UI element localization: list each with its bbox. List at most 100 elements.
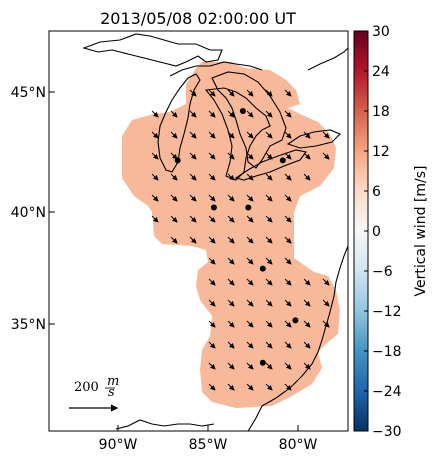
wind-arrow xyxy=(227,383,235,391)
wind-arrow xyxy=(265,152,273,160)
wind-arrow xyxy=(151,110,159,118)
colorbar-tick-label: 6 xyxy=(372,184,381,200)
scale-unit-bottom: s xyxy=(108,385,115,400)
wind-arrow xyxy=(322,131,330,139)
wind-arrow xyxy=(227,173,235,181)
wind-arrow xyxy=(284,173,292,181)
wind-arrow xyxy=(189,89,197,97)
station-marker xyxy=(245,204,252,211)
wind-arrow xyxy=(322,152,330,160)
wind-arrow xyxy=(303,173,311,181)
colorbar-tick-label: 30 xyxy=(372,24,390,40)
wind-arrow xyxy=(151,194,159,202)
wind-arrow xyxy=(246,131,254,139)
wind-arrow xyxy=(322,278,330,286)
wind-arrow xyxy=(208,215,216,223)
wind-arrow xyxy=(170,194,178,202)
wind-arrow xyxy=(303,278,311,286)
wind-arrow xyxy=(227,110,235,118)
wind-arrow xyxy=(265,341,273,349)
wind-arrow xyxy=(227,236,235,244)
x-tick-label: 90°W xyxy=(99,437,138,453)
wind-arrow xyxy=(208,173,216,181)
colorbar-tick-label: −18 xyxy=(372,344,402,360)
wind-arrow xyxy=(284,299,292,307)
wind-arrows xyxy=(151,89,330,391)
wind-arrow xyxy=(265,320,273,328)
wind-arrow xyxy=(265,236,273,244)
wind-arrow xyxy=(189,194,197,202)
wind-arrow xyxy=(246,215,254,223)
y-tick-label: 40°N xyxy=(11,205,46,221)
colorbar-ticks: 30 24 18 12 6 0 −6 −12 −18 −24 −30 xyxy=(364,24,402,440)
lake-huron-outline xyxy=(211,71,287,169)
wind-arrow xyxy=(208,278,216,286)
wind-arrow xyxy=(208,257,216,265)
wind-arrow xyxy=(284,320,292,328)
wind-arrow xyxy=(284,152,292,160)
wind-arrow xyxy=(189,173,197,181)
wind-arrow xyxy=(265,194,273,202)
wind-arrow xyxy=(284,383,292,391)
wind-arrow xyxy=(284,257,292,265)
wind-arrow xyxy=(303,152,311,160)
wind-arrow xyxy=(246,257,254,265)
map-frame xyxy=(48,30,349,432)
scale-reference: 200 m s xyxy=(69,374,119,412)
wind-arrow xyxy=(227,341,235,349)
wind-arrow xyxy=(227,131,235,139)
wind-arrow xyxy=(227,215,235,223)
lake-superior-outline xyxy=(82,33,223,67)
wind-arrow xyxy=(284,89,292,97)
wind-arrow xyxy=(170,173,178,181)
wind-arrow xyxy=(189,131,197,139)
wind-arrow xyxy=(246,194,254,202)
station-marker xyxy=(259,265,266,272)
wind-arrow xyxy=(208,299,216,307)
colorbar-tick-label: 0 xyxy=(372,224,381,240)
wind-arrow xyxy=(246,362,254,370)
colorbar-label: Vertical wind [m/s] xyxy=(413,166,429,297)
wind-arrow xyxy=(189,152,197,160)
wind-arrow xyxy=(208,194,216,202)
wind-arrow xyxy=(227,299,235,307)
wind-arrow xyxy=(303,320,311,328)
wind-arrow xyxy=(246,341,254,349)
colorbar-tick-label: −30 xyxy=(372,424,402,440)
wind-arrow xyxy=(170,110,178,118)
wind-arrow xyxy=(208,236,216,244)
wind-arrow xyxy=(151,173,159,181)
station-marker xyxy=(210,204,217,211)
wind-arrow xyxy=(227,278,235,286)
wind-arrow xyxy=(265,278,273,286)
wind-arrow xyxy=(246,299,254,307)
wind-arrow xyxy=(246,278,254,286)
wind-arrow xyxy=(303,131,311,139)
wind-arrow xyxy=(265,299,273,307)
wind-arrow xyxy=(265,362,273,370)
wind-arrow xyxy=(246,236,254,244)
wind-arrow xyxy=(151,152,159,160)
wind-arrow xyxy=(208,131,216,139)
wind-arrow xyxy=(265,383,273,391)
wind-arrow xyxy=(170,236,178,244)
wind-arrow xyxy=(170,131,178,139)
wind-arrow xyxy=(265,110,273,118)
wind-arrow xyxy=(227,257,235,265)
wind-arrow xyxy=(170,215,178,223)
wind-arrow xyxy=(246,320,254,328)
colorbar-tick-label: −6 xyxy=(372,264,393,280)
lake-ontario-outline xyxy=(286,129,341,149)
wind-arrow xyxy=(151,131,159,139)
colorbar-tick-label: −12 xyxy=(372,304,402,320)
map-title: 2013/05/08 02:00:00 UT xyxy=(100,9,296,28)
atlantic-coastline xyxy=(247,245,348,431)
wind-arrow xyxy=(265,131,273,139)
colorbar-tick-label: 24 xyxy=(372,64,390,80)
wind-arrow xyxy=(227,152,235,160)
wind-arrow xyxy=(303,299,311,307)
x-tick-label: 85°W xyxy=(189,437,228,453)
y-tick-label: 45°N xyxy=(11,85,46,101)
wind-arrow xyxy=(227,89,235,97)
